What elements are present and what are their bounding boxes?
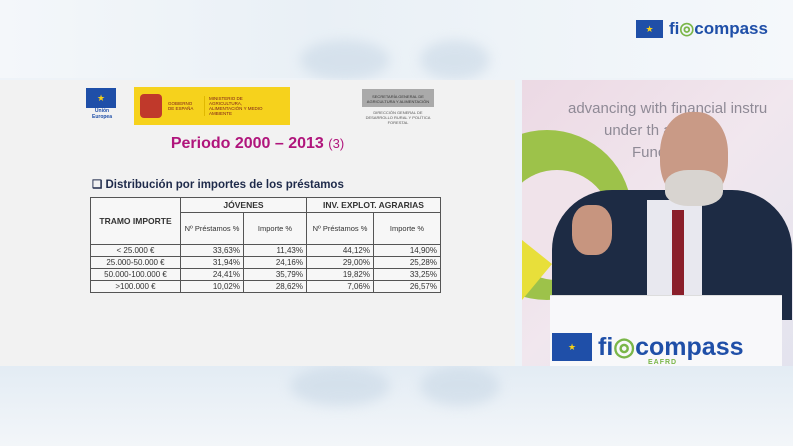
podium: ★ fi◎compass EAFRD (550, 295, 782, 366)
subheader: Importe % (243, 212, 307, 245)
header-inv-explot: INV. EXPLOT. AGRARIAS (306, 197, 441, 213)
direccion-label: DIRECCIÓN GENERAL DE DESARROLLO RURAL Y … (365, 110, 431, 125)
eu-flag-icon: ★ (552, 333, 592, 361)
gobierno-espana-logo: GOBIERNO DE ESPAÑA MINISTERIO DE AGRICUL… (134, 87, 290, 125)
eu-logo: ★ Unión Europea (86, 88, 118, 120)
secretaria-logo: SECRETARÍA GENERAL DE AGRICULTURA Y ALIM… (362, 89, 434, 107)
subheader: Nº Préstamos % (306, 212, 374, 245)
backdrop-text: advancing with financial instru (568, 100, 768, 117)
speaker-hand (572, 205, 612, 255)
eu-flag-icon: ★ (636, 20, 663, 38)
coat-of-arms-icon (140, 94, 162, 118)
slide-title: Periodo 2000 – 2013 (3) (170, 135, 345, 152)
table-row: 50.000-100.000 €24,41% 35,79% 19,82% 33,25% (90, 268, 441, 281)
podium-eafrd-label: EAFRD (648, 359, 678, 366)
fi-compass-logo: ★ fi◎compass (636, 19, 768, 39)
header-jovenes: JÓVENES (180, 197, 307, 213)
top-band (0, 0, 793, 80)
header-tramo: TRAMO IMPORTE (90, 197, 181, 245)
table-row: < 25.000 €33,63% 11,43% 44,12% 14,90% (90, 244, 441, 257)
table-row: 25.000-50.000 €31,94% 24,16% 29,00% 25,28% (90, 256, 441, 269)
loan-distribution-table: TRAMO IMPORTE JÓVENES INV. EXPLOT. AGRAR… (90, 197, 441, 293)
subheader: Importe % (373, 212, 441, 245)
bottom-band (0, 366, 793, 446)
table-row: >100.000 €10,02% 28,62% 7,06% 26,57% (90, 280, 441, 293)
subheader: Nº Préstamos % (180, 212, 244, 245)
speaker-video: advancing with financial instru under th… (522, 80, 793, 366)
slide-subtitle: ❑ Distribución por importes de los prést… (92, 179, 344, 191)
